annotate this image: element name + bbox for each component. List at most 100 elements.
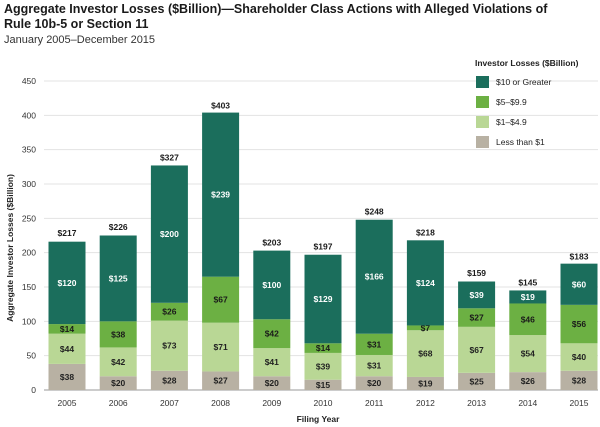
legend-swatch <box>476 116 489 128</box>
segment-value-label: $19 <box>418 378 432 388</box>
y-axis: 0 50 100 150 200 250 300 350 400 450 <box>22 76 36 395</box>
bar-segment <box>355 376 393 390</box>
bar-total-label: $248 <box>365 207 384 217</box>
x-tick-label: 2014 <box>518 398 537 408</box>
bar-segment <box>99 235 137 322</box>
bar-segment <box>48 324 86 334</box>
y-axis-label: Aggregate Investor Losses ($Billion) <box>5 174 15 322</box>
x-tick-label: 2006 <box>109 398 128 408</box>
y-tick-label: 250 <box>22 213 36 223</box>
bar-total-label: $218 <box>416 227 435 237</box>
bar-segment <box>560 343 598 371</box>
bar-segment <box>99 321 137 348</box>
x-tick-label: 2007 <box>160 398 179 408</box>
segment-value-label: $46 <box>521 314 535 324</box>
segment-value-label: $31 <box>367 339 381 349</box>
bar-segment <box>458 308 496 327</box>
segment-value-label: $120 <box>58 278 77 288</box>
y-tick-label: 300 <box>22 179 36 189</box>
bar-segment <box>202 322 240 372</box>
segment-value-label: $28 <box>572 375 586 385</box>
legend-swatch <box>476 96 489 108</box>
bar-segment <box>458 372 496 390</box>
bar-total-label: $226 <box>109 222 128 232</box>
segment-value-label: $26 <box>162 307 176 317</box>
segment-value-label: $20 <box>111 378 125 388</box>
bar-segment <box>406 376 444 390</box>
segment-value-label: $20 <box>367 378 381 388</box>
bar-segment <box>406 240 444 326</box>
segment-value-label: $39 <box>470 290 484 300</box>
segment-value-label: $25 <box>470 376 484 386</box>
bar-segment <box>509 372 547 390</box>
segment-value-label: $7 <box>421 323 431 333</box>
legend-title: Investor Losses ($Billion) <box>475 58 579 68</box>
legend-swatch <box>476 76 489 88</box>
bar-segment <box>253 348 291 377</box>
bar-segment <box>355 219 393 334</box>
bar-segment <box>509 303 547 336</box>
x-axis-label: Filing Year <box>297 414 341 424</box>
segment-value-label: $54 <box>521 349 535 359</box>
bar-total-label: $403 <box>211 100 230 110</box>
bar-segment <box>202 112 240 277</box>
bar-total-label: $197 <box>314 242 333 252</box>
legend-label: $10 or Greater <box>496 77 551 87</box>
bar-segment <box>304 352 342 380</box>
bar-segment <box>150 165 188 303</box>
segment-value-label: $129 <box>314 294 333 304</box>
segment-value-label: $68 <box>418 349 432 359</box>
bar-segment <box>304 254 342 344</box>
segment-value-label: $60 <box>572 279 586 289</box>
x-tick-label: 2010 <box>314 398 333 408</box>
segment-value-label: $56 <box>572 319 586 329</box>
y-tick-label: 400 <box>22 110 36 120</box>
y-tick-label: 50 <box>27 351 37 361</box>
segment-value-label: $200 <box>160 229 179 239</box>
segment-value-label: $73 <box>162 341 176 351</box>
bar-segment <box>253 250 291 320</box>
bar-segment <box>150 302 188 321</box>
segment-value-label: $41 <box>265 357 279 367</box>
bar-segment <box>48 363 86 390</box>
bar-segment <box>99 376 137 390</box>
segment-value-label: $38 <box>111 329 125 339</box>
bar-segment <box>48 241 86 325</box>
segment-value-label: $42 <box>111 357 125 367</box>
segment-value-label: $44 <box>60 344 74 354</box>
bar-segment <box>253 319 291 349</box>
segment-value-label: $14 <box>60 324 74 334</box>
bar-segment <box>355 354 393 377</box>
y-tick-label: 450 <box>22 76 36 86</box>
x-tick-label: 2009 <box>262 398 281 408</box>
y-tick-label: 0 <box>31 385 36 395</box>
y-tick-label: 350 <box>22 145 36 155</box>
bar-segment <box>202 371 240 390</box>
segment-value-label: $40 <box>572 352 586 362</box>
bar-segment <box>560 370 598 390</box>
segment-value-label: $20 <box>265 378 279 388</box>
chart-title: Aggregate Investor Losses ($Billion)—Sha… <box>4 2 548 31</box>
x-tick-label: 2008 <box>211 398 230 408</box>
bar-segment <box>150 320 188 371</box>
x-axis: 2005 2006 2007 2008 2009 2010 2011 2012 2013 2014… <box>58 398 589 408</box>
legend-label: Less than $1 <box>496 137 545 147</box>
segment-value-label: $39 <box>316 361 330 371</box>
x-tick-label: 2012 <box>416 398 435 408</box>
segment-value-label: $67 <box>470 345 484 355</box>
bar-total-label: $145 <box>518 277 537 287</box>
bar-segment <box>304 379 342 390</box>
bar-segment <box>202 276 240 323</box>
bar-segment <box>458 326 496 373</box>
segment-value-label: $100 <box>262 280 281 290</box>
segment-value-label: $166 <box>365 272 384 282</box>
bar-total-label: $203 <box>262 238 281 248</box>
bar-segment <box>560 263 598 305</box>
bar-segment <box>150 370 188 390</box>
x-tick-label: 2013 <box>467 398 486 408</box>
chart-subtitle: January 2005–December 2015 <box>4 34 156 46</box>
legend-label: $1–$4.9 <box>496 117 527 127</box>
segment-value-label: $124 <box>416 278 435 288</box>
y-tick-label: 150 <box>22 282 36 292</box>
